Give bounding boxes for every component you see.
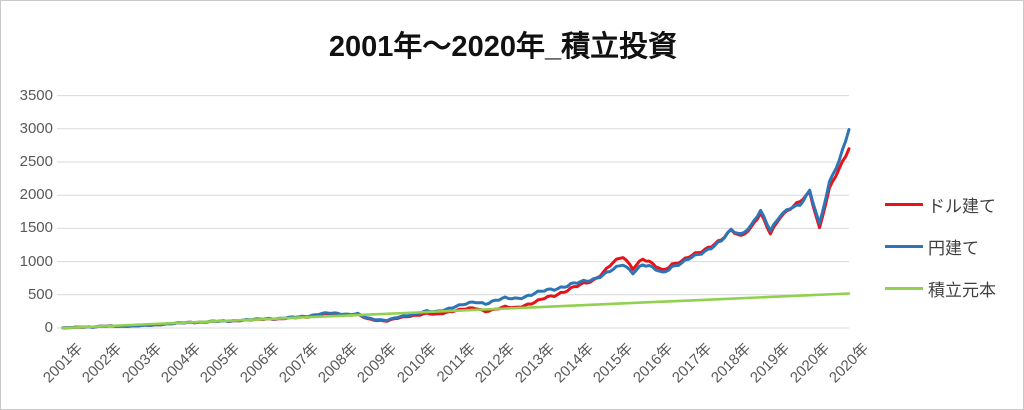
y-axis-tick-label: 2500 — [19, 153, 53, 170]
legend-swatch-principal-line-icon — [885, 286, 923, 290]
legend: ドル建て 円建て 積立元本 — [885, 193, 1021, 319]
legend-label-dollar: ドル建て — [928, 196, 996, 216]
y-axis-tick-label: 3000 — [19, 119, 53, 137]
legend-swatch-yen-line-icon — [885, 244, 923, 248]
y-axis-tick-label: 3500 — [19, 86, 53, 104]
y-axis-tick-label: 1500 — [19, 219, 53, 237]
y-axis-tick-label: 2000 — [19, 186, 53, 204]
series-line-principal — [61, 292, 851, 330]
legend-label-principal: 積立元本 — [928, 280, 996, 300]
legend-swatch-dollar-line-icon — [885, 202, 923, 206]
chart-title: 2001年～2020年_積立投資 — [328, 31, 678, 63]
legend-item-yen: 円建て — [885, 235, 1021, 258]
legend-label-yen: 円建て — [928, 238, 979, 258]
y-axis-tick-label: 500 — [27, 285, 53, 303]
y-axis-tick-label: 0 — [44, 319, 53, 336]
legend-item-principal: 積立元本 — [885, 277, 1021, 300]
series-line-dollar — [61, 147, 851, 330]
legend-item-dollar: ドル建て — [885, 193, 1021, 216]
y-axis-tick-label: 1000 — [19, 252, 53, 270]
